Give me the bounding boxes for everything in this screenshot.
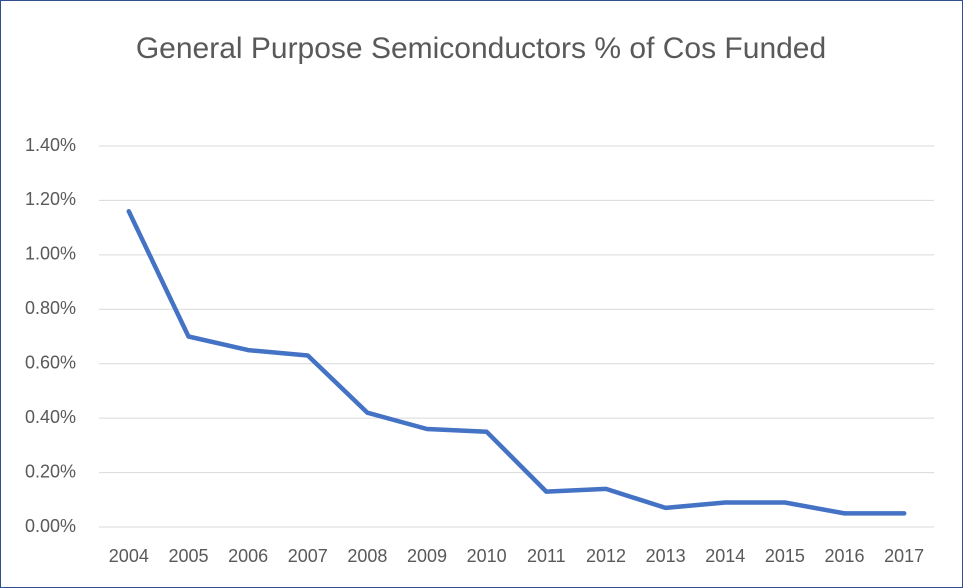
x-tick-label: 2011 bbox=[527, 546, 566, 566]
x-tick-label: 2005 bbox=[168, 546, 208, 566]
chart-title: General Purpose Semiconductors % of Cos … bbox=[135, 32, 827, 65]
y-tick-label: 1.00% bbox=[25, 244, 76, 264]
x-tick-label: 2006 bbox=[228, 546, 268, 566]
y-tick-label: 0.60% bbox=[25, 352, 76, 372]
line-series bbox=[126, 209, 907, 516]
y-tick-label: 1.20% bbox=[25, 189, 76, 209]
y-tick-label: 0.40% bbox=[25, 407, 76, 427]
x-tick-label: 2012 bbox=[586, 546, 626, 566]
x-tick-label: 2014 bbox=[705, 546, 745, 566]
x-tick-label: 2015 bbox=[765, 546, 805, 566]
x-tick-label: 2013 bbox=[646, 546, 686, 566]
x-tick-label: 2017 bbox=[884, 546, 924, 566]
x-tick-label: 2007 bbox=[288, 546, 328, 566]
y-tick-label: 0.20% bbox=[25, 461, 76, 481]
y-tick-label: 0.00% bbox=[25, 516, 76, 536]
x-tick-label: 2010 bbox=[467, 546, 507, 566]
y-tick-label: 1.40% bbox=[25, 135, 76, 155]
x-tick-label: 2004 bbox=[109, 546, 149, 566]
y-tick-label: 0.80% bbox=[25, 298, 76, 318]
x-tick-label: 2009 bbox=[407, 546, 447, 566]
x-tick-label: 2016 bbox=[825, 546, 865, 566]
x-tick-label: 2008 bbox=[347, 546, 387, 566]
